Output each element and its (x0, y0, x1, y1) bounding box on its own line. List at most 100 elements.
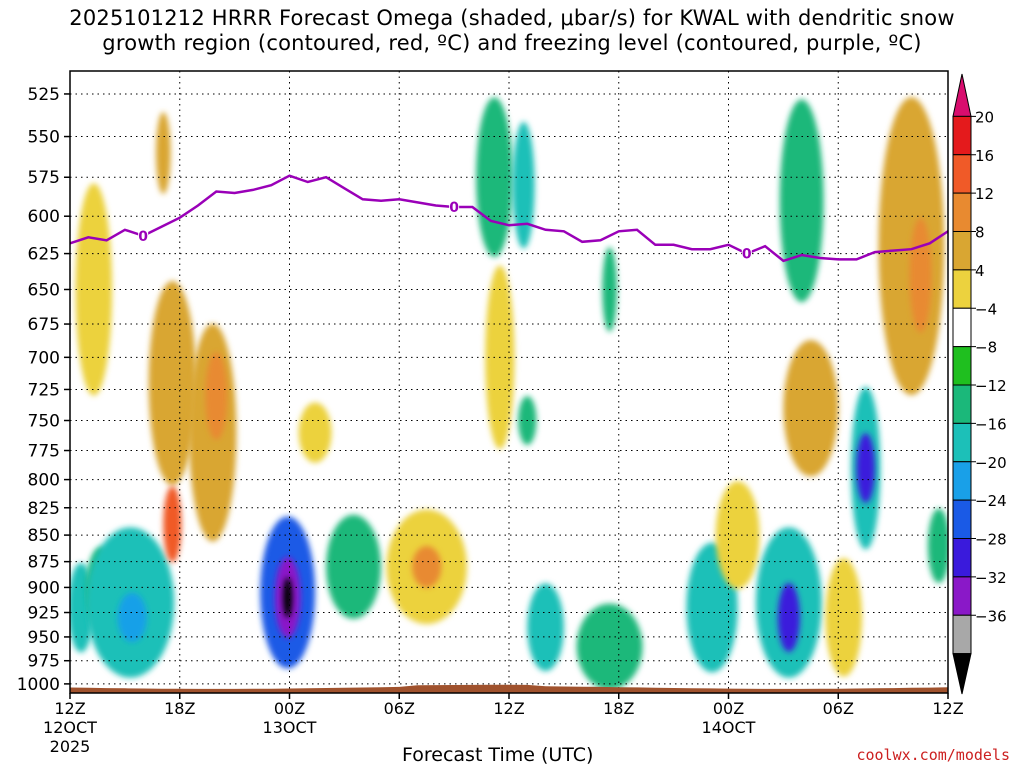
colorbar-segment (952, 269, 972, 309)
x-tick-date: 14OCT (702, 718, 756, 737)
freezing-level-label: 0 (138, 229, 148, 245)
y-tick-label: 575 (28, 168, 60, 188)
omega-cell (927, 508, 948, 584)
colorbar-segment (952, 115, 972, 156)
colorbar-segment (952, 461, 972, 501)
colorbar-segment (952, 192, 972, 232)
grid-lines (69, 71, 949, 693)
omega-cell (856, 433, 875, 503)
y-tick-label: 550 (28, 128, 60, 148)
x-tick-year: 2025 (50, 737, 91, 756)
y-tick-label: 750 (28, 412, 60, 432)
y-tick-label: 925 (28, 604, 60, 624)
omega-cell (148, 280, 197, 486)
colorbar-top-triangle (952, 73, 972, 117)
freezing-label-bg (449, 200, 460, 215)
colorbar-label: −8 (975, 339, 997, 357)
y-tick-label: 650 (28, 280, 60, 300)
freezing-level-line (70, 174, 948, 263)
omega-cell (75, 183, 113, 396)
colorbar-segment (952, 422, 972, 463)
omega-cell (909, 218, 932, 333)
colorbar-label: 4 (975, 262, 985, 280)
terrain-fill (70, 684, 948, 693)
y-tick-label: 900 (28, 578, 60, 598)
colorbar-label: −28 (975, 531, 1007, 549)
colorbar-segment (952, 231, 972, 271)
omega-cell (527, 583, 564, 672)
x-tick-label: 18Z (603, 699, 634, 718)
x-tick-label: 12Z (493, 699, 524, 718)
y-tick-label: 975 (28, 652, 60, 672)
colorbar-label: −24 (975, 492, 1007, 510)
freezing-level-labels: 0 0 0 (138, 200, 752, 263)
omega-cell (298, 402, 332, 463)
colorbar-segment (952, 499, 972, 539)
omega-cell (715, 481, 760, 590)
omega-cell (117, 592, 147, 643)
omega-cell (326, 514, 381, 619)
x-axis-label: Forecast Time (UTC) (402, 744, 594, 766)
omega-shading (70, 97, 948, 690)
y-axis: 525 550 575 600 625 650 675 700 725 750 775 800 825 8… (17, 85, 70, 695)
y-tick-label: 725 (28, 380, 60, 400)
x-tick-date: 13OCT (263, 718, 317, 737)
colorbar-label: −36 (975, 607, 1007, 625)
colorbar-label: −32 (975, 569, 1007, 587)
colorbar-label: 20 (975, 108, 994, 126)
x-tick-label: 12Z (54, 699, 85, 718)
colorbar-label: −20 (975, 454, 1007, 472)
freezing-level-label: 0 (449, 200, 459, 216)
y-tick-label: 675 (28, 315, 60, 335)
x-tick-label: 06Z (384, 699, 415, 718)
y-tick-label: 875 (28, 553, 60, 573)
omega-cell (412, 546, 442, 588)
colorbar-segment (952, 538, 972, 578)
omega-cell (205, 351, 228, 440)
colorbar: 20 16 12 8 4 −4 −8 −12 −16 −20 −24 −28 −32 −36 (952, 73, 1007, 695)
x-tick-label: 12Z (932, 699, 963, 718)
y-tick-label: 950 (28, 628, 60, 648)
y-tick-label: 600 (28, 207, 60, 227)
y-tick-label: 850 (28, 526, 60, 546)
y-tick-label: 775 (28, 442, 60, 462)
colorbar-label: 8 (975, 224, 985, 242)
omega-cell (825, 558, 863, 677)
y-tick-label: 1000 (17, 675, 60, 695)
colorbar-label: −16 (975, 415, 1007, 433)
omega-cell (576, 603, 643, 690)
omega-cell (155, 112, 171, 194)
x-tick-date: 12OCT (43, 718, 97, 737)
colorbar-segment (952, 614, 972, 655)
y-tick-label: 800 (28, 471, 60, 491)
omega-cell (163, 486, 182, 563)
freezing-label-bg (138, 228, 149, 243)
x-tick-label: 18Z (164, 699, 195, 718)
omega-cell (779, 99, 824, 303)
freezing-level-label: 0 (742, 247, 752, 263)
colorbar-segment (952, 576, 972, 616)
colorbar-label: 12 (975, 185, 994, 203)
x-tick-label: 00Z (713, 699, 744, 718)
colorbar-bottom-triangle (952, 653, 972, 695)
y-tick-label: 825 (28, 499, 60, 519)
colorbar-label: −4 (975, 300, 997, 318)
colorbar-segment (952, 346, 972, 386)
colorbar-label: −12 (975, 377, 1007, 395)
y-tick-label: 525 (28, 85, 60, 105)
omega-cell (783, 340, 839, 477)
omega-cell (777, 582, 800, 652)
colorbar-segment (952, 307, 972, 348)
colorbar-segment (952, 154, 972, 194)
x-tick-label: 00Z (274, 699, 305, 718)
omega-cell (512, 121, 535, 249)
omega-cell (283, 577, 293, 618)
colorbar-segment (952, 384, 972, 424)
freezing-label-bg (741, 246, 752, 261)
y-tick-label: 625 (28, 245, 60, 265)
title-line-2: growth region (contoured, red, ºC) and f… (102, 31, 922, 55)
watermark: coolwx.com/models (856, 746, 1010, 764)
chart-title: 2025101212 HRRR Forecast Omega (shaded, … (0, 6, 1024, 56)
